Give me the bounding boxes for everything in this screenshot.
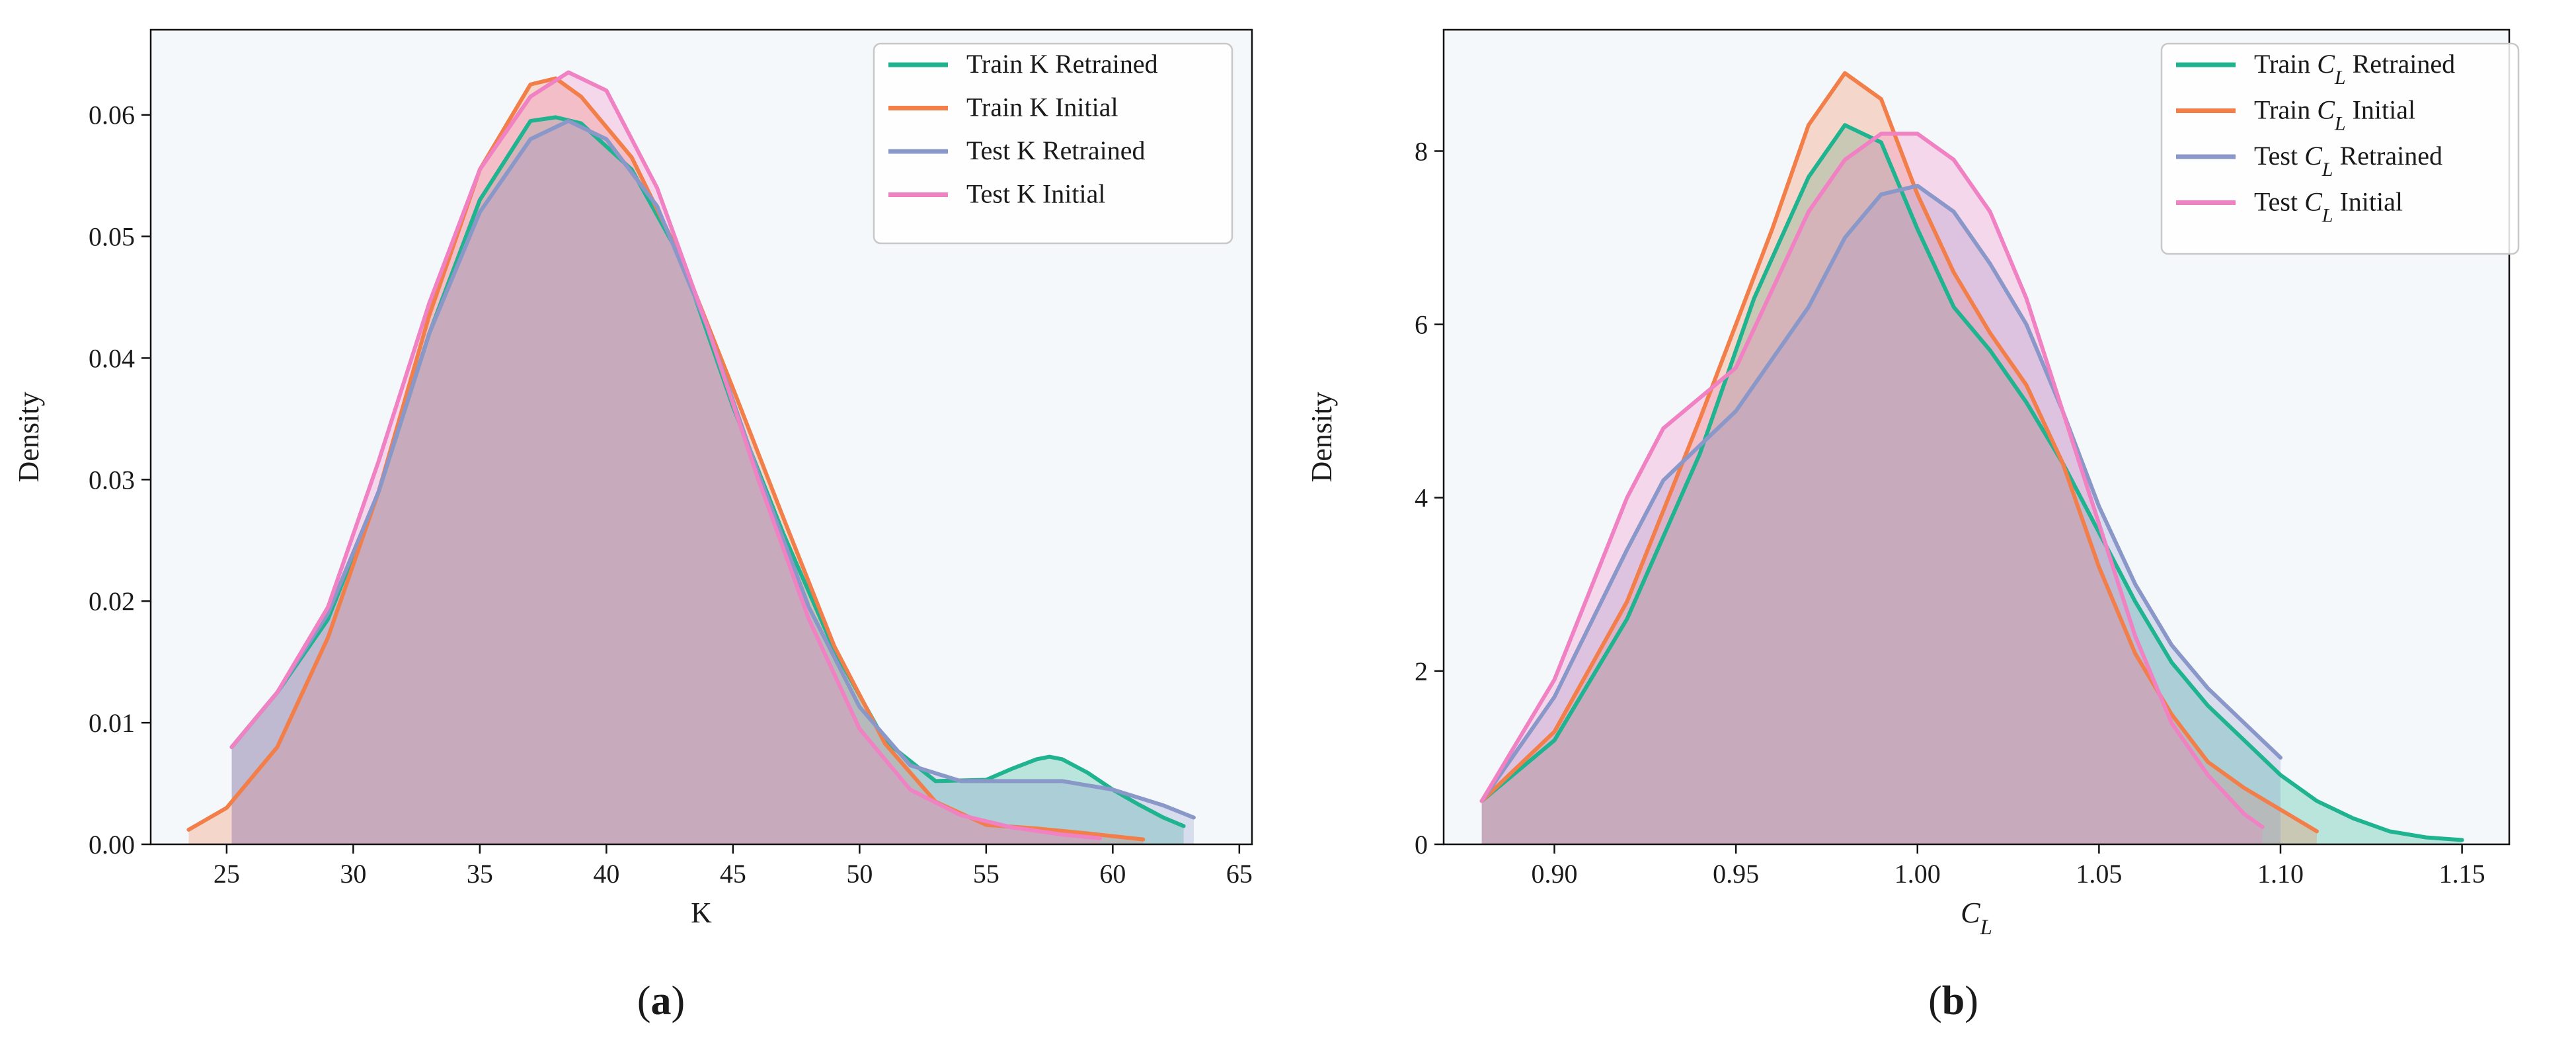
x-tick-label: 65	[1226, 859, 1253, 889]
x-tick-label: 35	[467, 859, 493, 889]
y-tick-label: 0.02	[89, 586, 135, 616]
y-tick-label: 0	[1415, 830, 1428, 860]
legend-label-1: Train K Retrained	[966, 49, 1158, 79]
y-tick-label: 0.05	[89, 222, 135, 252]
y-tick-label: 8	[1415, 136, 1428, 166]
x-axis-label: K	[691, 897, 712, 929]
series-area-4	[231, 72, 1101, 845]
x-tick-label: 25	[214, 859, 240, 889]
series-area-1	[1481, 125, 2462, 845]
y-axis-label: Density	[13, 392, 45, 483]
y-tick-label: 0.03	[89, 465, 135, 495]
y-tick-label: 0.04	[89, 343, 135, 373]
panel-a: 25 30 35 40 45 50 55 60 65 0.00 0.01 0.02 0.03 0.04 0.…	[13, 28, 1253, 1023]
series-area-4	[1481, 134, 2263, 844]
panel-b: 0.90 0.95 1.00 1.05 1.10 1.15 0 2 4 6 8 CL Density Tr…	[1306, 28, 2520, 1023]
x-tick-label: 1.10	[2257, 859, 2304, 889]
y-axis-label: Density	[1306, 392, 1338, 483]
x-tick-label: 50	[846, 859, 873, 889]
legend-label-3: Test K Retrained	[966, 136, 1145, 165]
series-area-2	[1481, 73, 2317, 845]
x-tick-label: 45	[720, 859, 746, 889]
x-tick-label: 30	[340, 859, 366, 889]
x-tick-label: 55	[973, 859, 999, 889]
y-tick-label: 2	[1415, 657, 1428, 686]
x-tick-label: 1.00	[1894, 859, 1941, 889]
x-tick-label: 60	[1099, 859, 1126, 889]
plot-frame	[149, 28, 1253, 846]
series-area-3	[231, 120, 1194, 845]
legend-label-2: Train K Initial	[966, 93, 1118, 122]
legend-label-4: Test K Initial	[966, 179, 1106, 209]
series-line-4	[229, 70, 1103, 840]
x-tick-label: 1.15	[2439, 859, 2485, 889]
plot-frame	[1442, 28, 2511, 846]
series-line-4	[1479, 132, 2265, 829]
x-tick-label: 0.95	[1713, 859, 1759, 889]
panel-label: (a)	[637, 979, 685, 1023]
y-tick-label: 0.01	[89, 708, 135, 738]
x-tick-label: 40	[593, 859, 619, 889]
series-line-1	[1479, 123, 2464, 842]
series-area-3	[1481, 185, 2281, 844]
y-tick-label: 4	[1415, 483, 1428, 513]
legend-label-4: Test CL Initial	[2254, 187, 2403, 227]
legend-label-3: Test CL Retrained	[2254, 141, 2442, 180]
series-area-2	[188, 78, 1144, 844]
legend-label-1: Train CL Retrained	[2254, 49, 2455, 89]
series-line-3	[1479, 183, 2283, 803]
legend-box	[2160, 42, 2520, 255]
legend-box	[873, 42, 1233, 245]
x-axis-label: CL	[1961, 897, 1992, 940]
y-tick-label: 0.00	[89, 830, 135, 860]
y-tick-label: 6	[1415, 310, 1428, 340]
x-tick-label: 1.05	[2076, 859, 2122, 889]
y-tick-label: 0.06	[89, 100, 135, 130]
series-area-1	[231, 117, 1184, 844]
panel-label: (b)	[1928, 979, 1978, 1023]
x-tick-label: 0.90	[1532, 859, 1578, 889]
legend-label-2: Train CL Initial	[2254, 95, 2415, 135]
